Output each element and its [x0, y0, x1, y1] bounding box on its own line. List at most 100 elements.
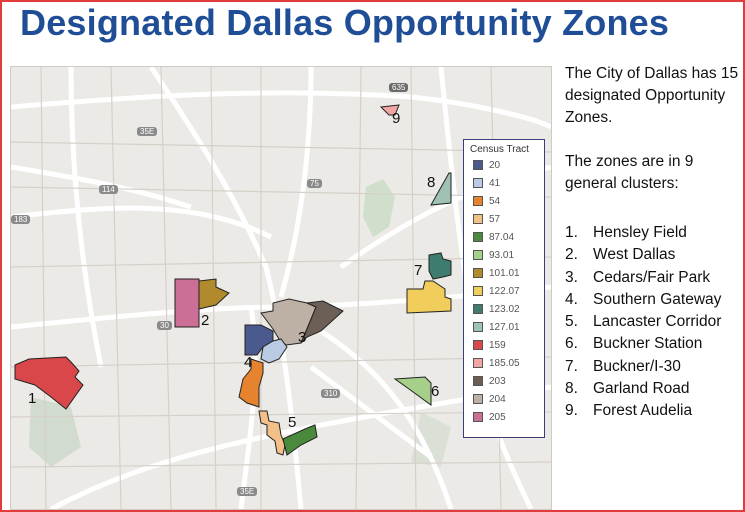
highway-shield: 30	[157, 321, 172, 330]
cluster-name: Garland Road	[593, 380, 690, 398]
legend-swatch	[473, 250, 483, 260]
legend-item: 122.07	[473, 284, 520, 298]
legend-swatch	[473, 412, 483, 422]
park-area	[411, 412, 451, 467]
legend-label: 204	[489, 393, 506, 405]
zone-tract-54[interactable]	[238, 358, 264, 408]
cluster-item: 9. Forest Audelia	[565, 400, 721, 422]
legend-swatch	[473, 160, 483, 170]
cluster-label-8: 8	[427, 174, 436, 191]
legend-label: 57	[489, 213, 501, 225]
cluster-label-9: 9	[392, 110, 401, 127]
intro-text: The City of Dallas has 15 designated Opp…	[565, 63, 743, 195]
zone-tract-203[interactable]	[300, 300, 344, 344]
cluster-number: 8.	[565, 380, 578, 398]
legend-item: 127.01	[473, 320, 520, 334]
highway-shield: 183	[11, 215, 31, 224]
highway-shield: 114	[99, 185, 118, 194]
cluster-item: 7. Buckner/I-30	[565, 356, 721, 378]
legend-swatch	[473, 286, 483, 296]
legend-swatch	[473, 358, 483, 368]
legend-item: 203	[473, 374, 506, 388]
dallas-map[interactable]: 635 35E 114 75 183 30 310 35E 1 2 3 4 5 …	[10, 66, 552, 510]
legend-item: 204	[473, 392, 506, 406]
legend-swatch	[473, 394, 483, 404]
cluster-label-3: 3	[298, 329, 307, 346]
cluster-name: Hensley Field	[593, 224, 687, 241]
legend-item: 54	[473, 194, 500, 208]
cluster-label-6: 6	[431, 383, 440, 400]
cluster-label-2: 2	[201, 312, 210, 329]
legend-label: 159	[489, 339, 506, 351]
highway-shield: 75	[307, 179, 322, 188]
legend-swatch	[473, 214, 483, 224]
legend-label: 205	[489, 411, 506, 423]
legend-label: 20	[489, 159, 501, 171]
legend-swatch	[473, 340, 483, 350]
zone-tract-93-01[interactable]	[393, 376, 432, 406]
highway-shield: 35E	[137, 127, 158, 136]
cluster-number: 1.	[565, 224, 578, 241]
legend-swatch	[473, 304, 483, 314]
cluster-number: 7.	[565, 357, 578, 375]
legend-title: Census Tract	[470, 144, 529, 155]
cluster-item: 2. West Dallas	[565, 244, 721, 266]
legend-item: 185.05	[473, 356, 520, 370]
cluster-item: 8. Garland Road	[565, 378, 721, 400]
cluster-item: 1. Hensley Field	[565, 222, 721, 244]
zones-layer	[14, 104, 452, 456]
intro-paragraph-1: The City of Dallas has 15 designated Opp…	[565, 65, 739, 126]
legend-item: 93.01	[473, 248, 514, 262]
legend-item: 123.02	[473, 302, 520, 316]
zone-tract-185-05[interactable]	[379, 104, 400, 116]
zone-tract-57[interactable]	[258, 410, 286, 456]
cluster-name: Southern Gateway	[593, 290, 722, 308]
cluster-item: 6. Buckner Station	[565, 333, 721, 355]
cluster-name: Buckner Station	[593, 335, 703, 353]
highway-shield: 35E	[237, 487, 258, 496]
cluster-item: 4. Southern Gateway	[565, 289, 721, 311]
zone-tract-205[interactable]	[174, 278, 200, 328]
cluster-label-4: 4	[244, 354, 253, 371]
legend-label: 93.01	[489, 249, 515, 261]
legend-label: 101.01	[489, 267, 520, 279]
zone-tract-122-07[interactable]	[406, 280, 452, 314]
intro-paragraph-2: The zones are in 9 general clusters:	[565, 153, 694, 192]
cluster-number: 3.	[565, 268, 578, 286]
cluster-number: 5.	[565, 313, 578, 331]
cluster-name: Lancaster Corridor	[593, 313, 722, 331]
census-tract-legend: Census Tract 20 41 54 57 87.04 93.01 101…	[463, 139, 545, 438]
cluster-name: West Dallas	[593, 246, 676, 264]
zone-tract-123-02[interactable]	[428, 252, 452, 280]
zone-tract-41[interactable]	[260, 338, 288, 364]
legend-label: 127.01	[489, 321, 520, 333]
legend-label: 122.07	[489, 285, 520, 297]
legend-item: 20	[473, 158, 500, 172]
cluster-label-5: 5	[288, 414, 297, 431]
highway-shield: 310	[321, 389, 341, 398]
zone-tract-159[interactable]	[14, 356, 84, 410]
cluster-number: 4.	[565, 290, 578, 308]
legend-swatch	[473, 178, 483, 188]
legend-label: 54	[489, 195, 501, 207]
page-title: Designated Dallas Opportunity Zones	[20, 2, 670, 43]
legend-label: 203	[489, 375, 506, 387]
legend-swatch	[473, 196, 483, 206]
park-area	[29, 397, 81, 467]
legend-label: 185.05	[489, 357, 520, 369]
legend-item: 159	[473, 338, 506, 352]
highway-shield: 635	[389, 83, 409, 92]
zone-tract-127-01[interactable]	[430, 172, 452, 206]
zone-tract-101-01[interactable]	[198, 278, 230, 310]
zone-tract-87-04[interactable]	[282, 424, 318, 456]
legend-item: 101.01	[473, 266, 520, 280]
legend-label: 123.02	[489, 303, 520, 315]
legend-item: 87.04	[473, 230, 514, 244]
cluster-item: 3. Cedars/Fair Park	[565, 267, 721, 289]
cluster-number: 2.	[565, 246, 578, 264]
cluster-list: 1. Hensley Field 2. West Dallas 3. Cedars/F…	[565, 222, 721, 423]
legend-label: 87.04	[489, 231, 515, 243]
cluster-label-7: 7	[414, 262, 423, 279]
legend-swatch	[473, 376, 483, 386]
